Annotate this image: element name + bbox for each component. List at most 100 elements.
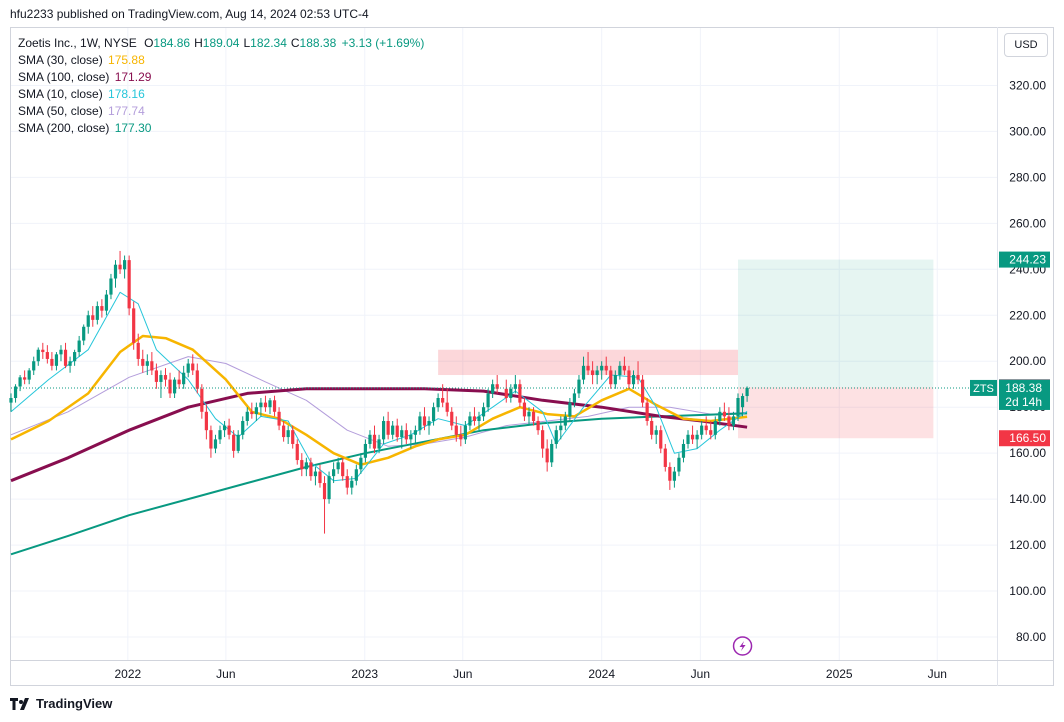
candle-body	[595, 370, 599, 376]
candle-body	[572, 393, 577, 403]
candle-body	[32, 361, 36, 371]
candle	[54, 352, 59, 371]
candle-body	[286, 430, 290, 438]
candle-body	[377, 439, 381, 449]
candle-body	[318, 471, 322, 484]
candle	[254, 402, 258, 421]
candle-body	[386, 420, 390, 435]
candle-body	[609, 370, 613, 385]
y-tick-label: 80.00	[1016, 630, 1046, 644]
candle	[182, 365, 186, 389]
ohlc-c: C188.38	[291, 36, 336, 50]
candle	[736, 393, 740, 421]
candle	[68, 356, 72, 373]
y-tick-label: 200.00	[1009, 354, 1046, 368]
candle-body	[627, 370, 631, 385]
candle-body	[381, 420, 386, 440]
candle	[441, 384, 445, 408]
candle	[486, 388, 490, 412]
candle-body	[713, 420, 717, 435]
legend-symbol-row: Zoetis Inc., 1W, NYSE O184.86 H189.04 L182…	[18, 35, 424, 52]
candle-body	[332, 469, 336, 477]
y-tick-label: 220.00	[1009, 308, 1046, 322]
candle-body	[186, 363, 190, 373]
candle	[495, 375, 499, 394]
candle-body	[668, 466, 672, 481]
candle	[127, 255, 131, 316]
candle	[659, 425, 663, 454]
sma-legend: SMA (30, close) 175.88 SMA (100, close) 1…	[18, 52, 424, 137]
candle	[700, 420, 704, 440]
candle-body	[95, 306, 99, 320]
candle	[218, 425, 222, 444]
symbol-tag-bg	[970, 379, 997, 396]
sma-legend-row: SMA (200, close) 177.30	[18, 120, 424, 137]
candle	[204, 404, 208, 440]
currency-button[interactable]: USD	[1004, 33, 1048, 57]
candle-body	[45, 352, 49, 359]
candle	[650, 416, 654, 440]
candle-body	[472, 416, 477, 421]
candle	[372, 425, 377, 454]
y-tick-label: 120.00	[1009, 538, 1046, 552]
candle	[491, 379, 495, 399]
candle	[668, 462, 672, 490]
candle	[581, 356, 586, 385]
candle	[113, 260, 118, 288]
candle-body	[368, 434, 372, 444]
sma30-line	[10, 334, 748, 466]
candle	[645, 398, 649, 426]
candle	[145, 354, 149, 376]
candle-body	[631, 375, 636, 385]
candle-body	[690, 434, 695, 440]
candle	[677, 453, 681, 477]
candle	[477, 411, 481, 431]
candle-body	[68, 361, 72, 366]
candle-body	[322, 483, 327, 500]
candle-body	[468, 416, 472, 426]
price-axis-divider	[997, 27, 998, 686]
candle-body	[50, 358, 54, 366]
candle	[32, 356, 36, 376]
candle	[481, 402, 486, 421]
candle-body	[486, 393, 490, 408]
ohlc-h: H189.04	[194, 36, 239, 50]
ohlc-values: O184.86 H189.04 L182.34 C188.38	[140, 36, 336, 50]
candle-body	[509, 388, 513, 399]
candle-body	[132, 308, 136, 343]
candle-body	[359, 457, 363, 470]
candle-body	[263, 402, 268, 408]
candle	[263, 395, 268, 412]
candle-body	[541, 430, 545, 449]
candle-body	[245, 411, 249, 421]
sma-label: SMA (200, close)	[18, 121, 110, 135]
candle	[713, 416, 717, 440]
candle-body	[531, 411, 536, 421]
candle	[359, 453, 363, 474]
candle	[45, 345, 49, 364]
candle-body	[636, 375, 640, 380]
candle-body	[218, 430, 222, 440]
ohlc-l: L182.34	[243, 36, 286, 50]
candle	[391, 420, 395, 440]
price-label: 244.23	[999, 251, 1050, 268]
candle	[195, 363, 199, 394]
candle	[227, 418, 231, 440]
candle	[618, 361, 622, 380]
price-label-bg	[999, 430, 1050, 447]
candle	[445, 388, 449, 417]
candle	[100, 299, 104, 318]
candle-body	[141, 358, 145, 366]
sma-label: SMA (100, close)	[18, 70, 110, 84]
candle-body	[413, 430, 417, 435]
candle	[318, 464, 322, 488]
candle	[295, 439, 299, 465]
candle-body	[445, 402, 449, 412]
candle-body	[441, 398, 445, 403]
ohlc-value: 188.38	[299, 36, 337, 50]
candle-body	[150, 361, 154, 371]
y-tick-label: 160.00	[1009, 446, 1046, 460]
candle	[404, 423, 408, 444]
candle	[327, 471, 331, 504]
